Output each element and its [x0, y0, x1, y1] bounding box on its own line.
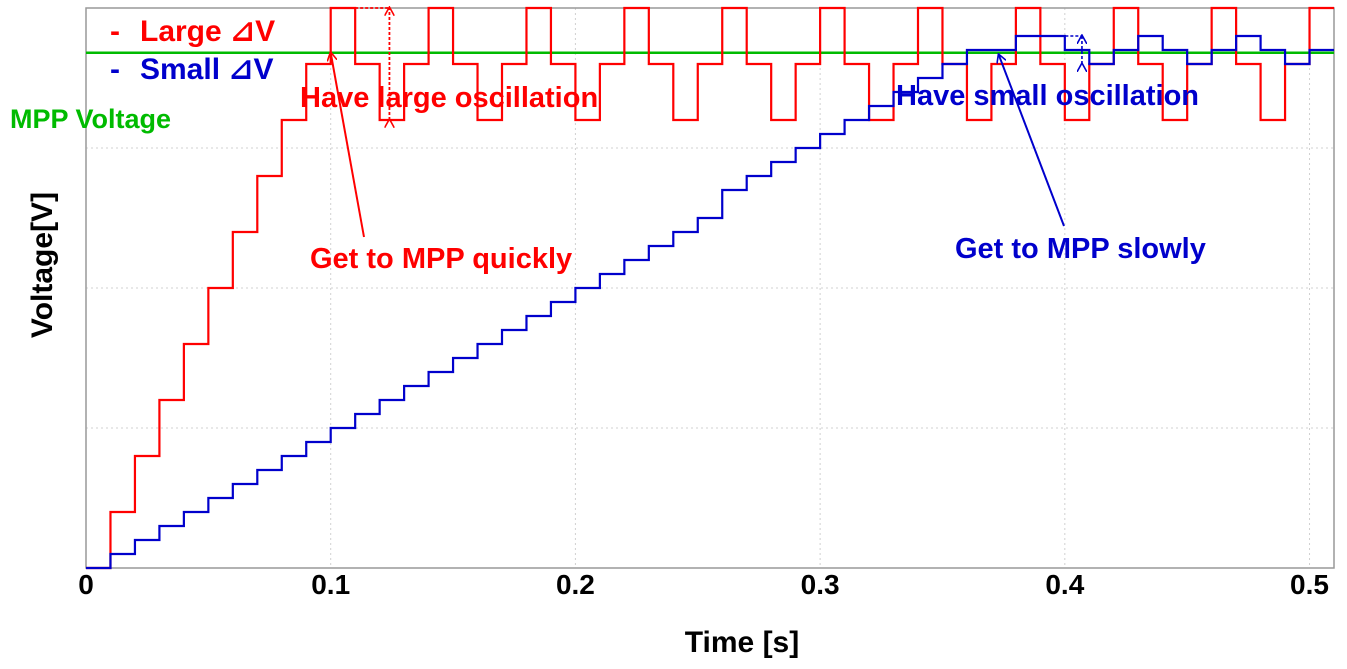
x-tick-label: 0.5 — [1290, 569, 1329, 600]
x-tick-labels: 0 0.1 0.2 0.3 0.4 0.5 — [78, 569, 1329, 600]
legend-large-label: Large ⊿V — [140, 15, 275, 48]
pointer-quick-arrow — [331, 53, 365, 238]
legend-small-marker: - — [110, 53, 120, 86]
legend-large-marker: - — [110, 15, 120, 48]
annotation-marks — [331, 8, 1082, 238]
annotation-get-mpp-slowly: Get to MPP slowly — [955, 233, 1206, 265]
series-layer — [86, 6, 1334, 570]
annotation-get-mpp-quickly: Get to MPP quickly — [310, 243, 572, 275]
x-tick-label: 0 — [78, 569, 94, 600]
x-tick-label: 0.2 — [556, 569, 595, 600]
x-axis-label: Time [s] — [685, 626, 799, 659]
x-tick-label: 0.1 — [311, 569, 350, 600]
y-axis-label: Voltage[V] — [26, 192, 59, 338]
annotation-large-oscillation: Have large oscillation — [300, 82, 598, 114]
x-tick-label: 0.4 — [1045, 569, 1084, 600]
legend-small-label: Small ⊿V — [140, 53, 274, 86]
pointer-slow-arrow — [999, 55, 1065, 227]
plot-frame — [85, 7, 1335, 569]
series-small-dv-line — [86, 34, 1334, 570]
series-large-dv-line — [86, 6, 1334, 570]
mpp-voltage-label: MPP Voltage — [10, 104, 171, 134]
x-tick-label: 0.3 — [801, 569, 840, 600]
annotation-small-oscillation: Have small oscillation — [896, 80, 1199, 112]
